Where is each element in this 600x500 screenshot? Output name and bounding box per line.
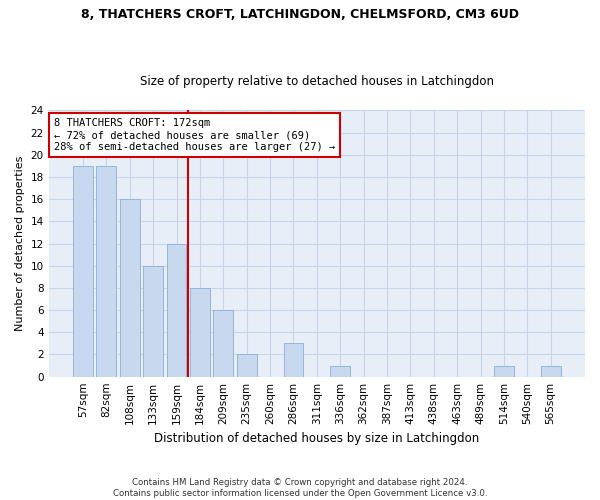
- Title: Size of property relative to detached houses in Latchingdon: Size of property relative to detached ho…: [140, 76, 494, 88]
- X-axis label: Distribution of detached houses by size in Latchingdon: Distribution of detached houses by size …: [154, 432, 479, 445]
- Bar: [73, 166, 93, 376]
- Bar: [330, 366, 350, 376]
- Bar: [214, 310, 233, 376]
- Bar: [97, 166, 116, 376]
- Bar: [190, 288, 210, 376]
- Text: 8, THATCHERS CROFT, LATCHINGDON, CHELMSFORD, CM3 6UD: 8, THATCHERS CROFT, LATCHINGDON, CHELMSF…: [81, 8, 519, 20]
- Bar: [143, 266, 163, 376]
- Y-axis label: Number of detached properties: Number of detached properties: [15, 156, 25, 332]
- Text: 8 THATCHERS CROFT: 172sqm
← 72% of detached houses are smaller (69)
28% of semi-: 8 THATCHERS CROFT: 172sqm ← 72% of detac…: [54, 118, 335, 152]
- Text: Contains HM Land Registry data © Crown copyright and database right 2024.
Contai: Contains HM Land Registry data © Crown c…: [113, 478, 487, 498]
- Bar: [494, 366, 514, 376]
- Bar: [120, 199, 140, 376]
- Bar: [284, 344, 304, 376]
- Bar: [167, 244, 187, 376]
- Bar: [541, 366, 560, 376]
- Bar: [237, 354, 257, 376]
